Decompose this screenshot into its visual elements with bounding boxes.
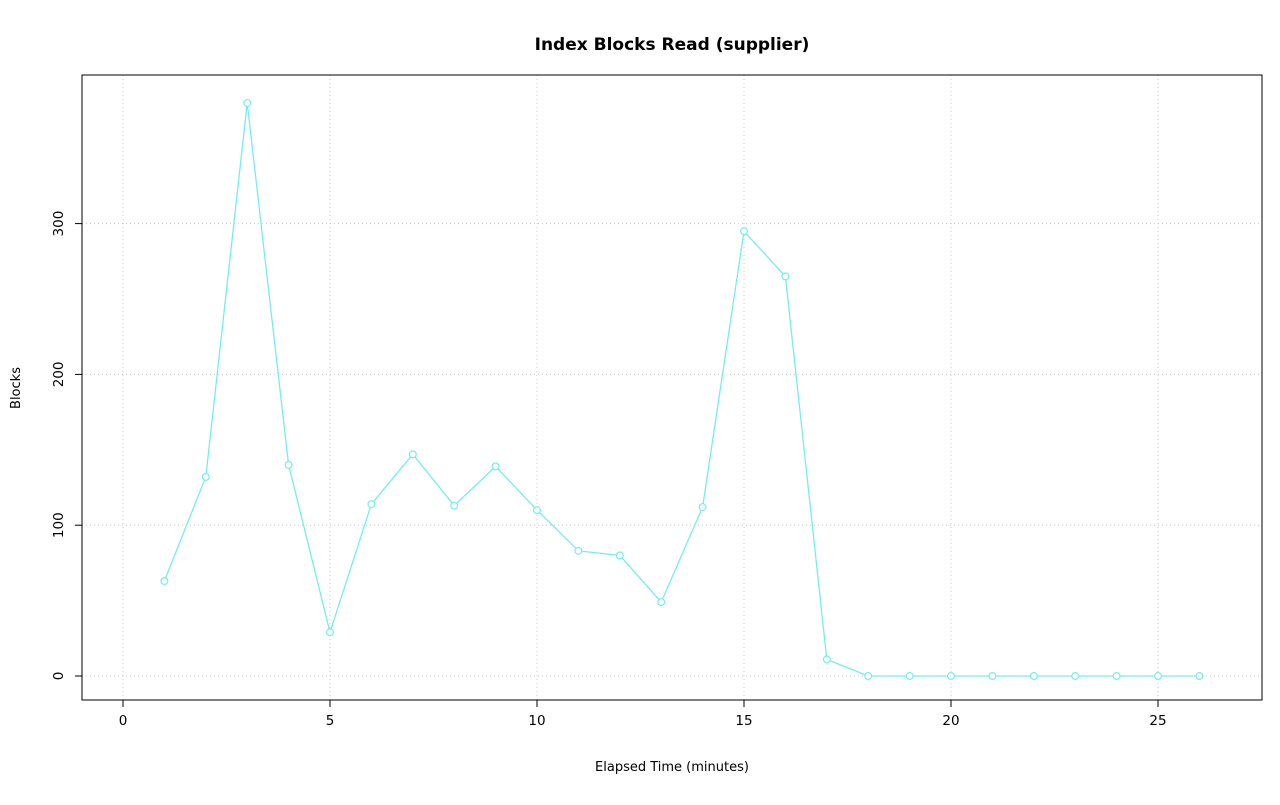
- data-point: [946, 671, 955, 680]
- data-point: [284, 460, 293, 469]
- data-point: [1195, 671, 1204, 680]
- data-point: [781, 272, 790, 281]
- data-point: [698, 503, 707, 512]
- data-point: [326, 628, 335, 637]
- data-point: [1071, 671, 1080, 680]
- plot-frame: [81, 74, 1263, 701]
- x-tick-label: 5: [326, 713, 335, 729]
- x-tick-label: 25: [1149, 713, 1166, 729]
- y-tick-label: 300: [51, 211, 67, 237]
- data-point: [367, 500, 376, 509]
- y-tick-label: 200: [51, 362, 67, 388]
- data-point: [450, 501, 459, 510]
- x-tick-label: 15: [735, 713, 752, 729]
- chart-title: Index Blocks Read (supplier): [535, 35, 810, 55]
- data-series-layer: [160, 98, 1204, 680]
- data-point: [243, 98, 252, 107]
- data-point: [988, 671, 997, 680]
- x-axis-label: Elapsed Time (minutes): [595, 760, 749, 775]
- data-point: [657, 598, 666, 607]
- data-line: [163, 102, 1201, 677]
- data-point: [491, 462, 500, 471]
- y-tick-label: 0: [51, 672, 67, 681]
- data-point: [615, 551, 624, 560]
- grid-layer: [82, 75, 1262, 700]
- data-point: [1153, 671, 1162, 680]
- data-point: [532, 506, 541, 515]
- data-point: [905, 671, 914, 680]
- data-point: [1112, 671, 1121, 680]
- x-tick-label: 0: [119, 713, 128, 729]
- y-axis-label: Blocks: [9, 367, 24, 409]
- data-point: [1029, 671, 1038, 680]
- data-point: [822, 655, 831, 664]
- data-point: [574, 546, 583, 555]
- data-point: [864, 671, 873, 680]
- data-point: [408, 450, 417, 459]
- x-tick-label: 10: [528, 713, 545, 729]
- data-point: [201, 472, 210, 481]
- y-tick-label: 100: [51, 512, 67, 538]
- axes-layer: 0 5 10 15 20 25 0 100 200 300: [51, 74, 1263, 729]
- data-point: [739, 227, 748, 236]
- x-tick-label: 20: [942, 713, 959, 729]
- data-point: [160, 576, 169, 585]
